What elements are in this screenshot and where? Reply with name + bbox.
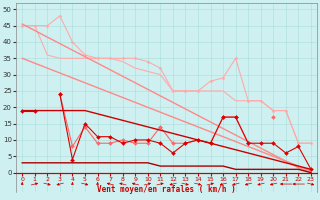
Bar — [16, 173, 317, 194]
X-axis label: Vent moyen/en rafales ( km/h ): Vent moyen/en rafales ( km/h ) — [97, 185, 236, 194]
